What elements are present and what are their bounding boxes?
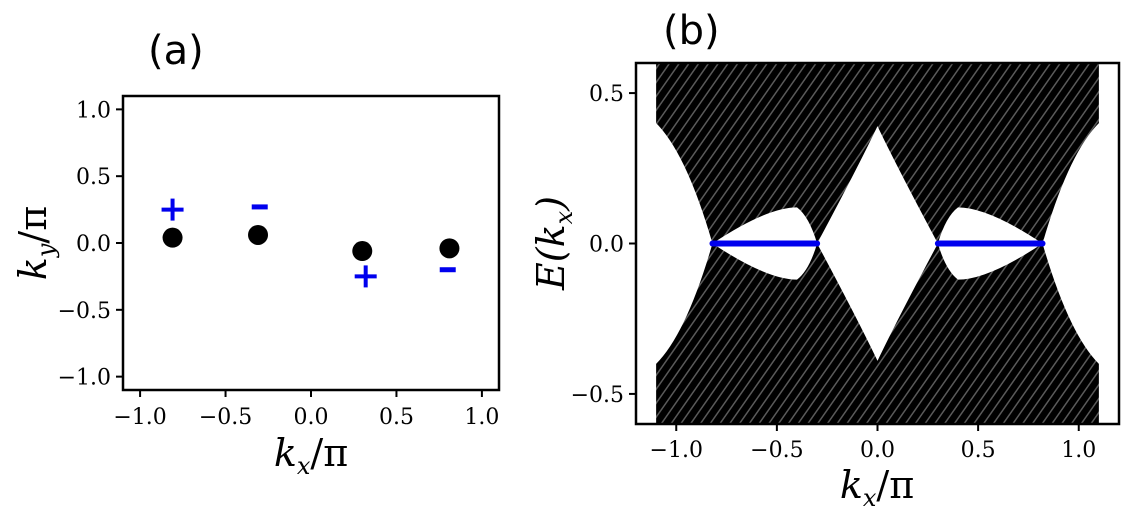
x-tick-label: 0.0 (860, 438, 895, 463)
minus-sign-annotation (251, 204, 268, 210)
x-tick-label: 0.5 (961, 438, 996, 463)
y-tick-label: 1.0 (76, 98, 111, 123)
panel-b-label: (b) (663, 8, 720, 54)
x-tick-label: −0.5 (199, 405, 252, 430)
upper-bulk-bands (656, 63, 1099, 244)
svg-text:kx/π: kx/π (840, 463, 914, 512)
svg-text:E(kx): E(kx) (529, 196, 578, 291)
minus-sign-annotation (439, 267, 456, 273)
bulk-bands (656, 63, 1099, 424)
panel-a-marks (161, 198, 460, 288)
x-tick-label: 0.0 (294, 405, 329, 430)
svg-text:ky/π: ky/π (11, 206, 60, 280)
data-point (352, 241, 373, 262)
plus-sign-annotation (354, 265, 377, 288)
panel-b: (b) −1.0 −0.5 0.0 0.5 1.0 −0.5 0.0 0.5 kx/π E(k… (529, 8, 1121, 512)
data-point (439, 238, 460, 259)
y-tick-label: −1.0 (58, 366, 111, 391)
panel-b-y-axis-label: E(kx) (529, 196, 578, 291)
x-tick-label: 0.5 (379, 405, 414, 430)
panel-a-ticks: −1.0 −0.5 0.0 0.5 1.0 −1.0 −0.5 0.0 0.5 1.0 (58, 98, 500, 430)
x-tick-label: −1.0 (650, 438, 703, 463)
data-point (248, 224, 269, 245)
x-tick-label: 1.0 (1061, 438, 1096, 463)
panel-a-y-axis-label: ky/π (11, 206, 60, 280)
panel-b-ticks: −1.0 −0.5 0.0 0.5 1.0 −0.5 0.0 0.5 (571, 82, 1097, 463)
y-tick-label: −0.5 (571, 383, 624, 408)
x-tick-label: 1.0 (464, 405, 499, 430)
svg-text:kx/π: kx/π (274, 431, 348, 480)
panel-a-frame (121, 94, 501, 392)
panel-b-x-axis-label: kx/π (840, 463, 914, 512)
plus-sign-annotation (161, 198, 184, 221)
panel-a-label: (a) (148, 28, 204, 74)
y-tick-label: 0.0 (589, 233, 624, 258)
panel-a-x-axis-label: kx/π (274, 431, 348, 480)
x-tick-label: −1.0 (113, 405, 166, 430)
x-tick-label: −0.5 (750, 438, 803, 463)
panel-a: (a) −1.0 −0.5 0.0 0.5 1.0 −1.0 −0.5 0.0 0.5 1.0 k… (11, 28, 501, 480)
y-tick-label: 0.0 (76, 232, 111, 257)
y-tick-label: −0.5 (58, 299, 111, 324)
lower-bulk-bands (656, 243, 1099, 424)
panel-b-frame (634, 61, 1121, 426)
y-tick-label: 0.5 (76, 165, 111, 190)
data-point (162, 227, 183, 248)
y-tick-label: 0.5 (589, 82, 624, 107)
